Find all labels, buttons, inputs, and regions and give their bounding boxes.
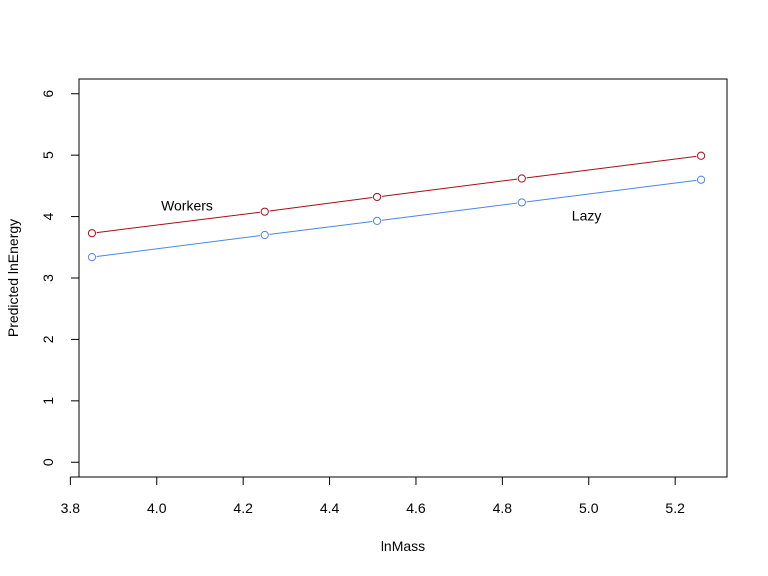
series-segment-0 <box>526 155 697 179</box>
y-tick-label: 5 <box>40 151 56 159</box>
series-segment-0 <box>381 178 518 197</box>
annotation-label: Lazy <box>572 207 602 223</box>
y-tick-label: 2 <box>40 335 56 343</box>
data-point-0 <box>372 192 382 202</box>
series-segment-1 <box>96 235 261 258</box>
y-tick-label: 0 <box>40 458 56 466</box>
data-point-0 <box>87 229 97 238</box>
data-point-1 <box>372 216 382 225</box>
plot-frame <box>78 78 728 478</box>
series-segment-1 <box>526 179 697 203</box>
x-tick-label: 4.2 <box>233 500 253 516</box>
data-point-0 <box>260 207 269 216</box>
y-tick-label: 1 <box>40 397 56 405</box>
x-tick-label: 4.8 <box>493 500 513 516</box>
series-segment-1 <box>381 202 518 221</box>
x-tick-label: 4.4 <box>320 500 340 516</box>
data-point-1 <box>517 198 526 207</box>
series-segment-1 <box>269 220 373 235</box>
data-point-1 <box>696 175 706 184</box>
annotation-label: Workers <box>161 198 213 214</box>
data-point-0 <box>696 151 706 160</box>
y-axis: 0 1 2 3 4 5 6 <box>40 90 80 466</box>
y-tick-label: 4 <box>40 212 56 220</box>
x-axis: 3.8 4.0 4.2 4.4 4.6 4.8 5.0 5.2 <box>61 476 685 516</box>
annotation-layer: Workers Lazy <box>161 198 601 224</box>
x-axis-label: lnMass <box>381 538 425 554</box>
y-axis-label: Predicted lnEnergy <box>5 219 21 337</box>
x-tick-label: 5.0 <box>579 500 599 516</box>
y-tick-label: 6 <box>40 90 56 98</box>
series-layer <box>87 151 706 262</box>
series-segment-0 <box>269 197 373 212</box>
x-tick-label: 3.8 <box>61 500 81 516</box>
x-tick-label: 4.6 <box>406 500 426 516</box>
data-point-0 <box>517 174 526 183</box>
x-tick-label: 4.0 <box>147 500 167 516</box>
series-segment-0 <box>96 211 261 234</box>
data-point-1 <box>87 253 97 262</box>
y-tick-label: 3 <box>40 274 56 282</box>
x-tick-label: 5.2 <box>665 500 685 516</box>
data-point-1 <box>260 230 269 240</box>
